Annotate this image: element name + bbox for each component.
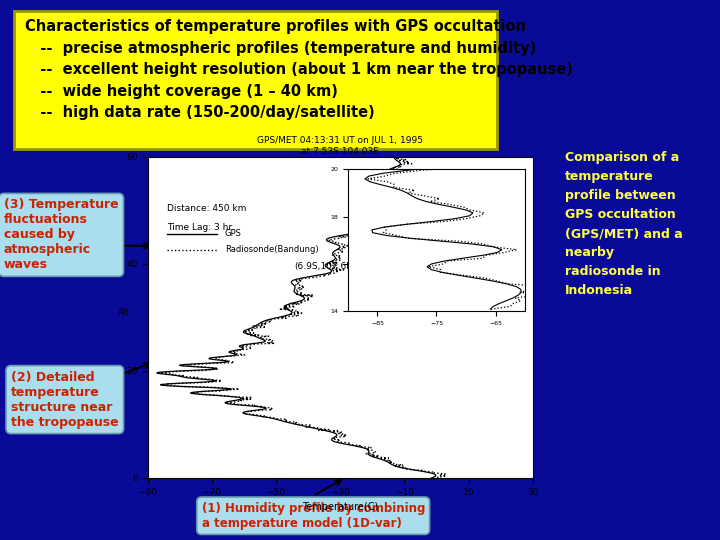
Radiosonde(Bandung) [397,161,405,167]
Line: GPS: GPS [157,157,436,478]
GPS [396,161,405,167]
Text: (3) Temperature
fluctuations
caused by
atmospheric
waves: (3) Temperature fluctuations caused by a… [4,198,119,272]
GPS [252,322,261,328]
Text: Radiosonde(Bandung): Radiosonde(Bandung) [225,245,318,254]
Radiosonde(Bandung) [368,211,377,218]
Text: (2) Detailed
temperature
structure near
the tropopause: (2) Detailed temperature structure near … [11,370,119,429]
Radiosonde(Bandung) [257,320,266,327]
Text: (1) Humidity profile by combining
a temperature model (1D-var): (1) Humidity profile by combining a temp… [202,502,425,530]
Line: Radiosonde(Bandung): Radiosonde(Bandung) [158,157,446,478]
GPS [291,284,300,290]
Radiosonde(Bandung) [390,153,399,160]
Text: Distance: 450 km: Distance: 450 km [167,204,246,213]
GPS [361,211,369,218]
Text: Characteristics of temperature profiles with GPS occultation
   --  precise atmo: Characteristics of temperature profiles … [25,19,573,120]
Y-axis label: Alt: Alt [118,308,130,318]
Radiosonde(Bandung) [258,322,266,328]
Radiosonde(Bandung) [434,475,443,481]
X-axis label: Temperature(C): Temperature(C) [302,502,378,512]
Title: GPS/MET 04:13:31 UT on JUL 1, 1995
at 7.53S 104.03E: GPS/MET 04:13:31 UT on JUL 1, 1995 at 7.… [257,137,423,156]
GPS [285,301,294,307]
GPS [427,475,436,481]
FancyBboxPatch shape [14,11,497,148]
Radiosonde(Bandung) [295,301,304,307]
GPS [256,320,264,327]
Text: (6.9S,107.6E): (6.9S,107.6E) [294,262,356,271]
GPS [391,153,400,160]
Text: Time Lag: 3 hr.: Time Lag: 3 hr. [167,224,234,233]
Text: GPS: GPS [225,229,241,238]
Text: Comparison of a
temperature
profile between
GPS occultation
(GPS/MET) and a
near: Comparison of a temperature profile betw… [565,151,683,297]
Radiosonde(Bandung) [297,284,305,290]
